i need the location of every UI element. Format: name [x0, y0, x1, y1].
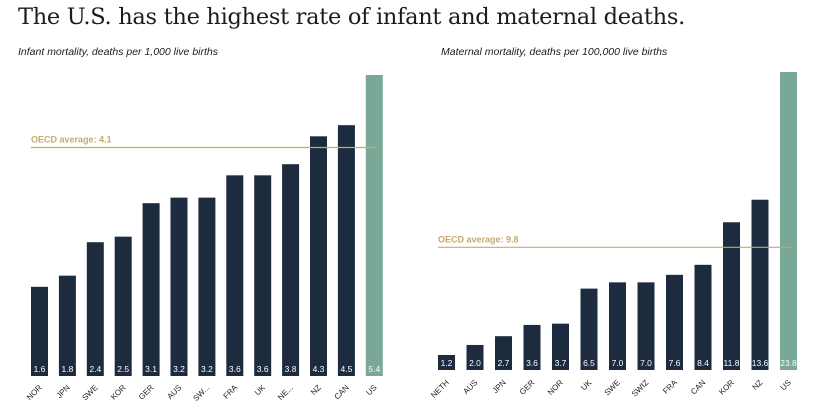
value-label-infant-5: 3.2: [173, 364, 185, 374]
tick-label-maternal-2: JPN: [491, 378, 508, 395]
tick-label-infant-10: NZ: [309, 383, 323, 397]
bar-infant-4: [142, 203, 160, 376]
page-title: The U.S. has the highest rate of infant …: [18, 4, 685, 30]
value-label-maternal-8: 7.6: [669, 358, 681, 368]
bar-maternal-6: [609, 282, 626, 370]
tick-label-infant-12: US: [364, 383, 378, 397]
chart-maternal: 1.2 NETH 2.0 AUS 2.7 JPN 3.6 GER 3.7 NOR 6.5 UK 7.0 S…: [429, 72, 797, 400]
tick-label-maternal-5: UK: [579, 378, 594, 393]
tick-label-maternal-0: NETH: [429, 378, 451, 400]
tick-label-maternal-8: FRA: [661, 378, 679, 396]
value-label-maternal-11: 13.6: [752, 358, 769, 368]
bar-infant-2: [86, 242, 104, 376]
bar-infant-1: [58, 275, 76, 376]
value-label-maternal-0: 1.2: [441, 358, 453, 368]
tick-label-maternal-11: NZ: [751, 378, 765, 392]
bar-infant-9: [282, 164, 300, 376]
average-label-infant: OECD average: 4.1: [31, 134, 112, 144]
bar-infant-11: [337, 125, 355, 377]
bar-maternal-11: [751, 199, 769, 370]
chart-infant: 1.6 NOR 1.8 JPN 2.4 SWE 2.5 KOR 3.1 GER 3.2 AUS 3.2 S…: [25, 75, 383, 403]
average-label-maternal: OECD average: 9.8: [438, 234, 519, 244]
bar-infant-3: [114, 236, 132, 376]
bar-maternal-1: [466, 344, 484, 370]
value-label-infant-0: 1.6: [34, 364, 46, 374]
value-label-maternal-7: 7.0: [640, 358, 652, 368]
value-label-maternal-10: 11.8: [724, 358, 740, 368]
value-label-maternal-9: 8.4: [697, 358, 709, 368]
bar-maternal-3: [523, 324, 541, 370]
bar-infant-10: [310, 136, 327, 376]
chart-title-maternal: Maternal mortality, deaths per 100,000 l…: [441, 46, 668, 58]
bar-maternal-0: [438, 354, 455, 370]
value-label-infant-11: 4.5: [340, 364, 352, 374]
tick-label-infant-5: AUS: [165, 383, 183, 401]
tick-label-infant-9: NE...: [276, 383, 295, 402]
tick-label-infant-2: SWE: [80, 383, 99, 402]
bar-infant-12: [365, 75, 383, 376]
value-label-infant-6: 3.2: [201, 364, 213, 374]
value-label-infant-10: 4.3: [313, 364, 325, 374]
tick-label-maternal-7: SWIZ: [630, 378, 651, 399]
tick-label-infant-0: NOR: [25, 383, 44, 402]
tick-label-infant-11: CAN: [333, 383, 351, 401]
tick-label-infant-4: GER: [137, 383, 156, 402]
tick-label-infant-8: UK: [253, 383, 268, 398]
tick-label-maternal-6: SWE: [603, 378, 622, 397]
bar-maternal-7: [637, 282, 655, 370]
bar-maternal-9: [694, 264, 712, 370]
bar-infant-0: [31, 286, 48, 376]
value-label-maternal-4: 3.7: [555, 358, 567, 368]
tick-label-infant-1: JPN: [55, 383, 72, 400]
chart-title-infant: Infant mortality, deaths per 1,000 live …: [18, 46, 218, 58]
tick-label-maternal-1: AUS: [461, 378, 479, 396]
bar-maternal-4: [552, 323, 569, 370]
tick-label-maternal-4: NOR: [546, 378, 565, 397]
bar-infant-6: [198, 197, 216, 376]
tick-label-maternal-10: KOR: [717, 378, 736, 397]
value-label-maternal-12: 23.8: [780, 358, 797, 368]
value-label-infant-3: 2.5: [117, 364, 129, 374]
value-label-infant-12: 5.4: [368, 364, 380, 374]
bar-infant-8: [254, 175, 272, 376]
value-label-infant-7: 3.6: [229, 364, 241, 374]
bar-maternal-12: [780, 72, 797, 370]
value-label-infant-8: 3.6: [257, 364, 269, 374]
tick-label-infant-7: FRA: [222, 383, 240, 401]
bar-maternal-10: [723, 222, 740, 370]
value-label-maternal-3: 3.6: [526, 358, 538, 368]
value-label-maternal-2: 2.7: [498, 358, 510, 368]
value-label-maternal-5: 6.5: [583, 358, 595, 368]
bar-maternal-8: [666, 274, 683, 370]
bar-maternal-2: [495, 336, 512, 370]
tick-label-infant-3: KOR: [109, 383, 128, 402]
value-label-infant-2: 2.4: [89, 364, 101, 374]
value-label-infant-9: 3.8: [285, 364, 297, 374]
tick-label-maternal-9: CAN: [689, 378, 707, 396]
tick-label-maternal-3: GER: [518, 378, 537, 397]
tick-label-maternal-12: US: [779, 378, 793, 392]
value-label-infant-4: 3.1: [145, 364, 157, 374]
bar-infant-7: [226, 175, 244, 376]
bar-infant-5: [170, 197, 188, 376]
value-label-infant-1: 1.8: [61, 364, 73, 374]
value-label-maternal-1: 2.0: [469, 358, 481, 368]
bar-maternal-5: [580, 288, 598, 370]
value-label-maternal-6: 7.0: [612, 358, 624, 368]
tick-label-infant-6: SW...: [191, 383, 211, 403]
